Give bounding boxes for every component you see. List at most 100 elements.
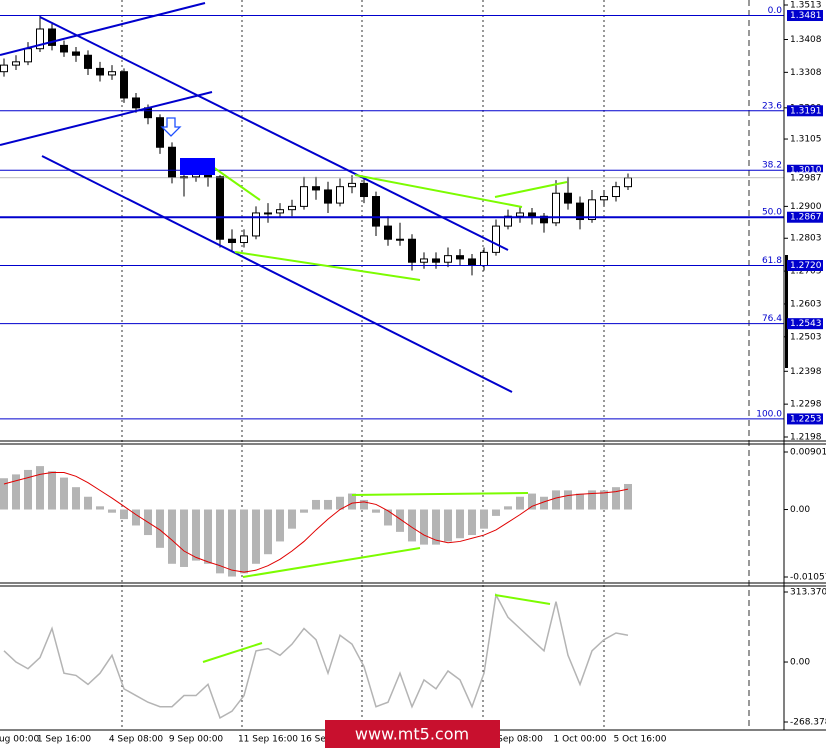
macd-bar [264, 509, 272, 555]
price-box [787, 318, 823, 330]
price-label: 1.2543 [790, 319, 822, 329]
price-label: 1.3191 [790, 106, 822, 116]
trend-lines [0, 2, 513, 393]
x-tick-label: 16 Sep [300, 735, 332, 745]
macd-bar [480, 509, 488, 529]
macd-bar [252, 509, 260, 564]
divergence-line [234, 251, 421, 281]
candle-body [564, 192, 572, 204]
divergence-line [354, 174, 523, 208]
macd-bar [24, 469, 32, 510]
macd-bar [372, 509, 380, 513]
y-tick-label: -268.378 [790, 718, 826, 728]
macd-bar [456, 509, 464, 539]
price-box [787, 413, 823, 425]
candle-body [576, 202, 584, 221]
fib-ratio: 76.4 [762, 314, 782, 324]
candle-body [552, 192, 560, 224]
divergence-line [494, 594, 551, 605]
price-box [787, 260, 823, 272]
macd-bar [120, 509, 128, 520]
fib-ratio: 100.0 [756, 409, 782, 419]
macd-bar [624, 483, 632, 510]
fib-ratio: 50.0 [762, 208, 782, 218]
y-tick-label: 1.3308 [790, 68, 822, 78]
candle-body [48, 28, 56, 46]
candle-body [168, 146, 176, 178]
macd-bar [336, 496, 344, 510]
arrow-icon [160, 117, 182, 137]
macd-bar [324, 499, 332, 510]
macd-bar [600, 490, 608, 510]
y-tick-label: 1.2198 [790, 433, 822, 443]
candle-body [60, 44, 68, 53]
macd-bar [432, 509, 440, 545]
macd-bar [156, 509, 164, 548]
divergence-lines [202, 159, 568, 663]
macd-bar [552, 490, 560, 510]
candle-body [372, 196, 380, 227]
y-tick-label: 1.2503 [790, 332, 822, 342]
candle-body [588, 199, 596, 221]
candle-body [348, 182, 356, 188]
watermark: www.mt5.com [355, 725, 469, 744]
y-tick-label: 1.2603 [790, 299, 822, 309]
x-tick-label: Sep 08:00 [497, 735, 543, 745]
candle-body [240, 235, 248, 244]
trend-line [39, 16, 509, 251]
candle-body [36, 28, 44, 50]
macd-bar [72, 487, 80, 510]
candle-body [252, 212, 260, 237]
macd-bar [168, 509, 176, 564]
macd-bar [180, 509, 188, 567]
fib-ratio: 61.8 [762, 256, 782, 266]
price-label: 1.3010 [790, 166, 822, 176]
macd-bar [36, 466, 44, 510]
x-tick-label: 11 Sep 16:00 [238, 735, 298, 745]
macd-bar [0, 478, 8, 510]
candle-body [228, 238, 236, 244]
divergence-line [202, 642, 263, 663]
macd-bar [576, 493, 584, 510]
candle-body [444, 255, 452, 263]
candle-body [612, 186, 620, 198]
macd-bar [504, 506, 512, 510]
divergence-line [351, 492, 529, 496]
price-label: 1.2253 [790, 414, 822, 424]
price-label: 1.3481 [790, 11, 822, 21]
price-panel [0, 15, 784, 719]
candle-body [216, 176, 224, 240]
candle-body [108, 71, 116, 76]
y-tick-label: 1.3513 [790, 1, 822, 11]
macd-bar [216, 509, 224, 574]
price-box [787, 211, 823, 223]
candle-body [12, 61, 20, 66]
candle-body [432, 258, 440, 263]
candle-body [360, 182, 368, 198]
macd-bar [360, 499, 368, 510]
macd-bar [312, 499, 320, 510]
macd-bar [408, 509, 416, 542]
price-box [787, 172, 823, 184]
macd-bar [12, 474, 20, 510]
macd-bar [516, 496, 524, 510]
price-box [787, 164, 823, 176]
trend-line [41, 155, 513, 393]
last-price-label: 1.2987 [790, 173, 822, 183]
y-tick-label: 0.00 [790, 658, 810, 668]
candle-body [156, 117, 164, 148]
macd-bar [612, 487, 620, 510]
x-tick-label: 4 Sep 08:00 [109, 735, 164, 745]
zone-box [180, 158, 215, 175]
x-tick-label: 5 Oct 16:00 [614, 735, 667, 745]
candle-body [264, 212, 272, 215]
macd-bar [288, 509, 296, 529]
macd-bar [492, 509, 500, 516]
divergence-line [494, 181, 568, 198]
candle-body [480, 251, 488, 267]
x-tick-label: 9 Sep 00:00 [169, 735, 224, 745]
candle-body [456, 255, 464, 260]
candle-body [84, 54, 92, 69]
candle-body [420, 258, 428, 263]
